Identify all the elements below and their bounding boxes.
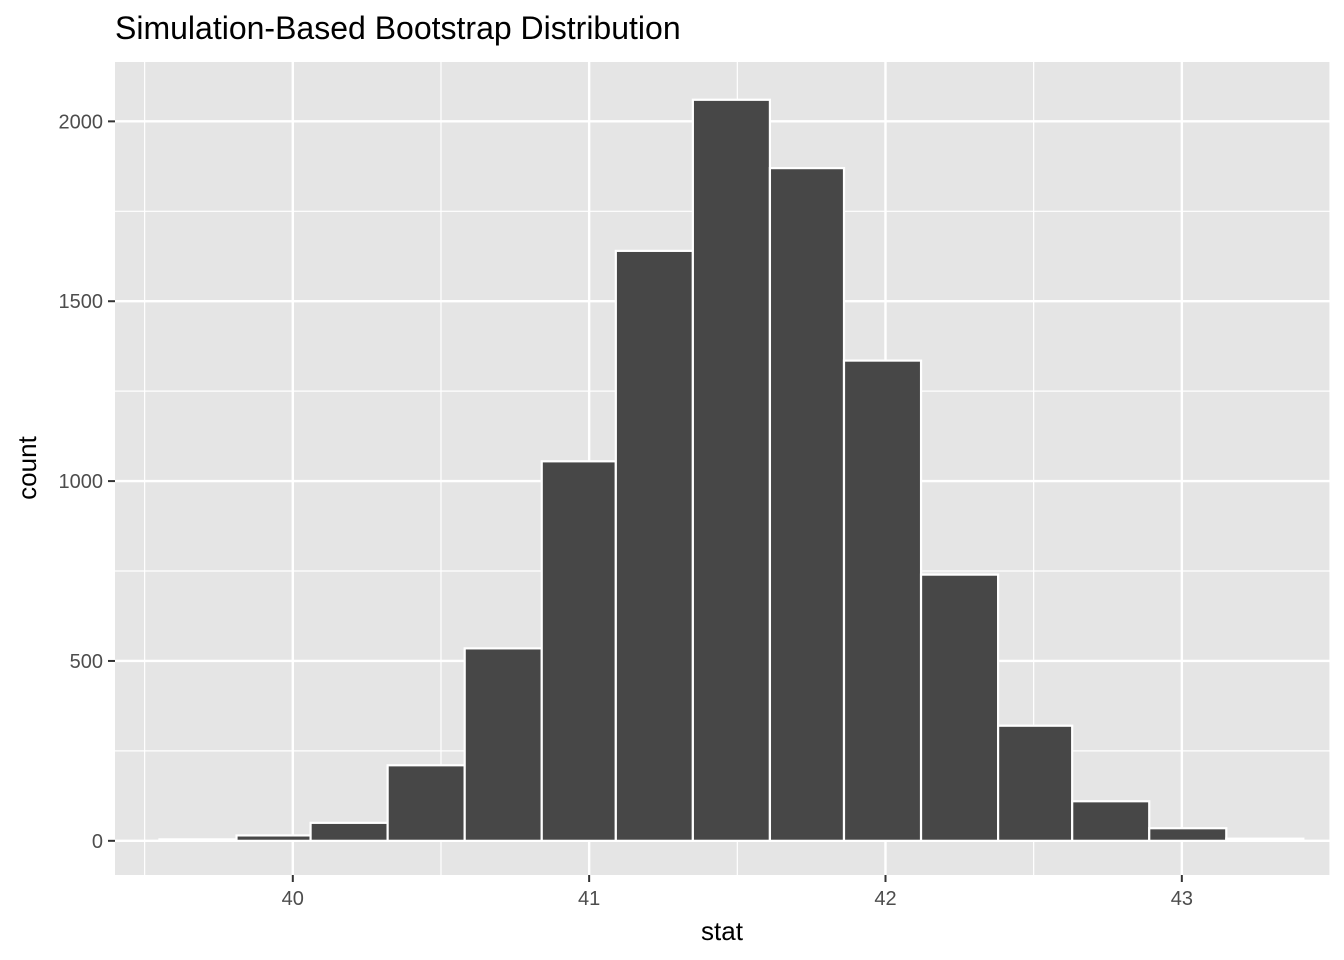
histogram-bar-3 — [309, 821, 389, 842]
y-axis: 0 500 1000 1500 2000 — [59, 111, 115, 853]
y-tick-label: 2000 — [59, 111, 104, 133]
histogram-bar-9 — [768, 167, 846, 842]
x-axis: 40 41 42 43 — [282, 875, 1193, 910]
histogram-bar-8 — [691, 98, 772, 842]
histogram-bar-2 — [235, 834, 312, 842]
histogram-bar-6 — [540, 460, 617, 842]
y-tick-label: 500 — [70, 651, 103, 673]
histogram-bar-11 — [919, 573, 1000, 842]
y-axis-title: count — [12, 435, 42, 499]
y-tick-label: 1500 — [59, 291, 104, 313]
x-tick-label: 41 — [578, 888, 600, 910]
histogram-bar-1 — [158, 838, 238, 842]
histogram-bar-13 — [1071, 800, 1151, 842]
histogram-bar-7 — [614, 249, 694, 842]
histogram-bar-15 — [1225, 837, 1305, 842]
histogram-bar-5 — [463, 647, 543, 842]
histogram-bar-4 — [386, 764, 466, 842]
y-tick-label: 1000 — [59, 471, 104, 493]
histogram-bar-10 — [842, 359, 923, 842]
chart-title: Simulation-Based Bootstrap Distribution — [115, 10, 681, 46]
histogram-bars — [158, 98, 1305, 842]
x-tick-label: 40 — [282, 888, 304, 910]
y-tick-label: 0 — [92, 831, 103, 853]
histogram-bar-14 — [1148, 827, 1228, 842]
x-tick-label: 42 — [874, 888, 896, 910]
x-tick-label: 43 — [1171, 888, 1193, 910]
histogram-bar-12 — [996, 724, 1074, 842]
x-axis-title: stat — [701, 916, 744, 946]
